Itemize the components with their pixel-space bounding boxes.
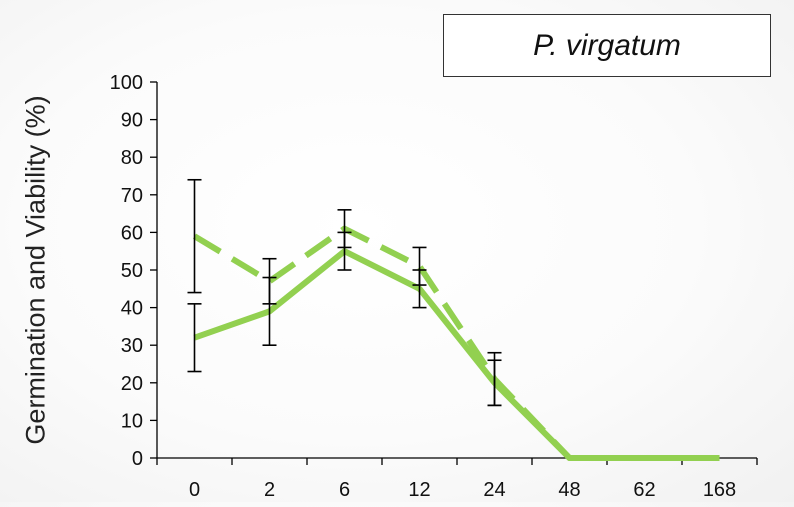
- x-tick-label: 12: [408, 479, 430, 501]
- y-tick-label: 50: [121, 260, 143, 282]
- series-line-solid: [193, 248, 720, 461]
- chart-title: P. virgatum: [533, 28, 681, 62]
- y-tick-label: 40: [121, 298, 143, 320]
- series-line-dashed: [192, 225, 720, 461]
- y-tick-label: 90: [121, 110, 143, 132]
- x-tick-label: 6: [339, 479, 350, 501]
- y-tick-label: 100: [110, 72, 143, 94]
- x-tick-label: 168: [703, 479, 736, 501]
- y-tick-label: 60: [121, 222, 143, 244]
- y-tick-label: 10: [121, 410, 143, 432]
- y-tick-label: 70: [121, 185, 143, 207]
- x-tick-label: 48: [558, 479, 580, 501]
- y-axis-label: Germination and Viability (%): [20, 95, 51, 445]
- x-tick-label: 24: [483, 479, 505, 501]
- x-tick-label: 62: [633, 479, 655, 501]
- x-tick-label: 2: [264, 479, 275, 501]
- y-tick-label: 30: [121, 335, 143, 357]
- y-tick-label: 20: [121, 373, 143, 395]
- chart-title-box: P. virgatum: [443, 14, 771, 77]
- y-tick-label: 0: [132, 448, 143, 470]
- y-tick-label: 80: [121, 147, 143, 169]
- x-tick-label: 0: [189, 479, 200, 501]
